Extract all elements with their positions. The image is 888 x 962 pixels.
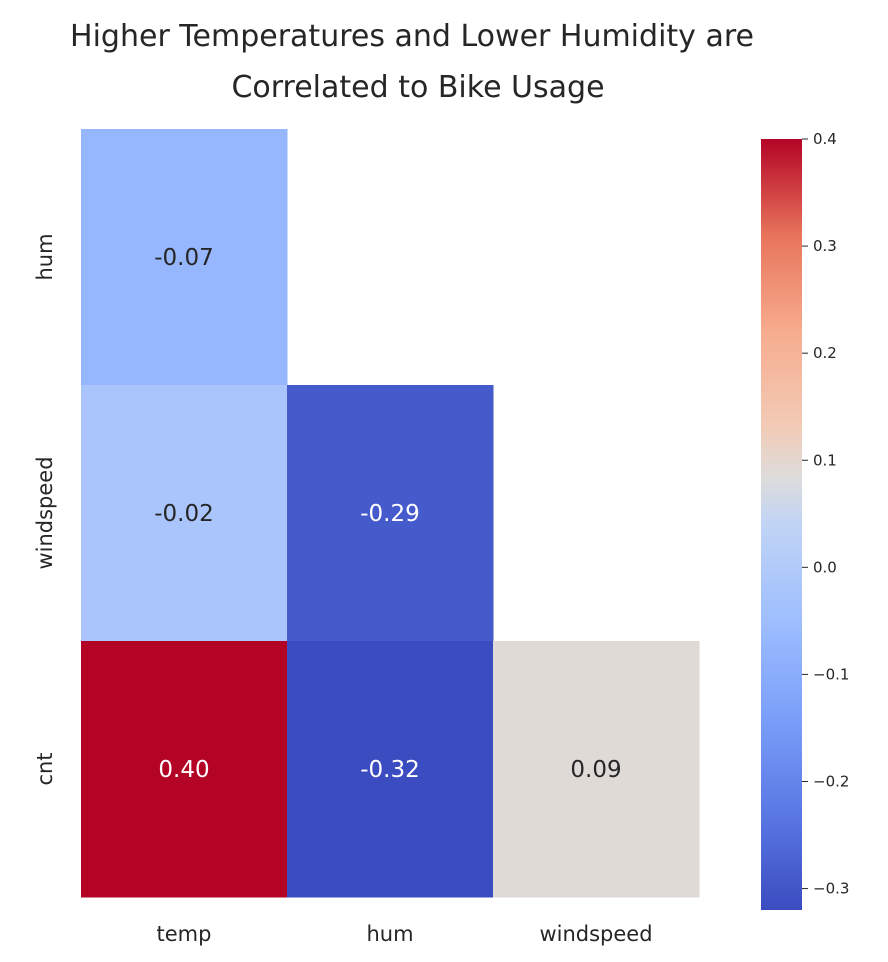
cell-value-label: 0.40 <box>158 757 209 783</box>
chart-title-line-1: Higher Temperatures and Lower Humidity a… <box>70 19 754 54</box>
cell-value-label: -0.02 <box>154 501 214 527</box>
colorbar-tick-label: 0.4 <box>813 130 837 148</box>
x-tick-label: temp <box>157 922 212 946</box>
heatmap-cell <box>81 385 288 642</box>
heatmap-cell <box>493 641 700 898</box>
x-tick-label: windspeed <box>539 922 652 946</box>
heatmap-cells: -0.07 -0.02 -0.29 0.40 -0.32 0.09 <box>81 129 700 898</box>
colorbar-tick-label: 0.2 <box>813 344 837 362</box>
cell-value-label: -0.07 <box>154 245 214 271</box>
colorbar-tick-label: 0.3 <box>813 237 837 255</box>
cell-value-label: 0.09 <box>570 757 621 783</box>
y-tick-label: windspeed <box>33 456 57 569</box>
heatmap-cell <box>81 129 288 386</box>
colorbar-ticks: 0.4 0.3 0.2 0.1 0.0 −0.1 −0.2 −0.3 <box>802 130 849 898</box>
colorbar-tick-label: 0.1 <box>813 451 837 469</box>
heatmap-cell <box>287 641 494 898</box>
heatmap-cell <box>81 641 288 898</box>
heatmap-cell <box>287 385 494 642</box>
colorbar-tick-label: −0.2 <box>813 773 849 791</box>
colorbar-tick-label: −0.3 <box>813 880 849 898</box>
y-tick-label: cnt <box>33 752 57 785</box>
colorbar-tick-label: −0.1 <box>813 665 849 683</box>
chart-title-line-2: Correlated to Bike Usage <box>231 70 604 105</box>
colorbar-tick-label: 0.0 <box>813 558 837 576</box>
x-tick-label: hum <box>366 922 413 946</box>
colorbar: 0.4 0.3 0.2 0.1 0.0 −0.1 −0.2 −0.3 <box>761 130 849 910</box>
x-axis-ticks: temp hum windspeed <box>157 922 653 946</box>
cell-value-label: -0.32 <box>360 757 420 783</box>
y-axis-ticks: hum windspeed cnt <box>33 233 57 785</box>
cell-value-label: -0.29 <box>360 501 420 527</box>
colorbar-gradient <box>761 139 802 910</box>
y-tick-label: hum <box>33 233 57 280</box>
